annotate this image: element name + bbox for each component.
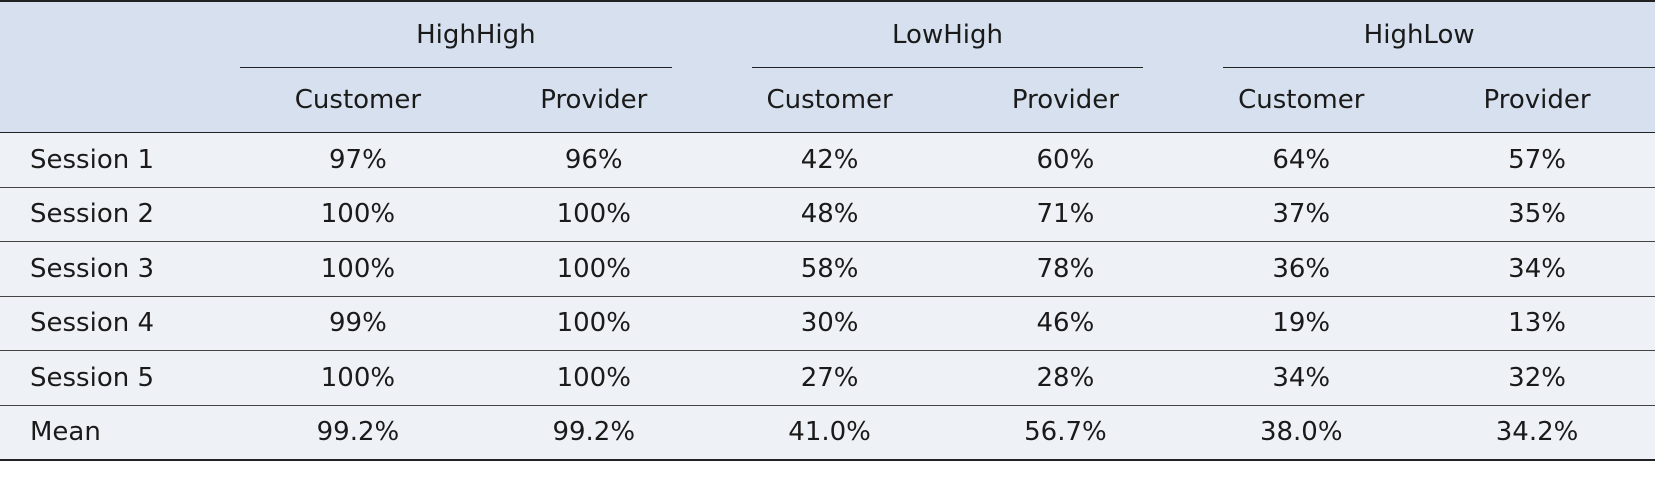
- subheader-row: Customer Provider Customer Provider Cust…: [0, 68, 1655, 133]
- table-cell: 48%: [800, 199, 859, 230]
- corner-cell-lower: [0, 68, 240, 133]
- table-cell: 99%: [329, 308, 387, 339]
- table-cell: 27%: [800, 362, 859, 393]
- table-cell: 78%: [1036, 253, 1095, 284]
- table-cell: 71%: [1036, 199, 1095, 230]
- table-cell: 57%: [1508, 144, 1566, 175]
- column-header: Provider: [1483, 85, 1591, 115]
- table-cell: 100%: [556, 199, 631, 230]
- table-cell: 100%: [556, 362, 631, 393]
- data-table-container: HighHigh LowHigh HighLow Customer Provid…: [0, 1, 1655, 460]
- group-header-lowhigh: LowHigh: [712, 1, 1184, 68]
- table-cell: 96%: [564, 144, 623, 175]
- table-row: Session 1 97% 96% 42% 60% 64% 57%: [0, 132, 1655, 187]
- table-cell: 99.2%: [552, 417, 636, 448]
- table-cell: 34%: [1508, 253, 1566, 284]
- table-row: Session 3 100% 100% 58% 78% 36% 34%: [0, 241, 1655, 296]
- group-underline: [240, 67, 672, 68]
- table-cell: 19%: [1272, 308, 1331, 339]
- table-cell: 34%: [1272, 362, 1331, 393]
- corner-cell: [0, 1, 240, 68]
- table-cell: 99.2%: [316, 417, 400, 448]
- table-cell: 60%: [1036, 144, 1095, 175]
- group-header-label: HighHigh: [416, 20, 536, 50]
- table-header: HighHigh LowHigh HighLow Customer Provid…: [0, 1, 1655, 133]
- group-header-highhigh: HighHigh: [240, 1, 712, 68]
- group-header-label: LowHigh: [892, 20, 1003, 50]
- table-cell: 38.0%: [1259, 417, 1343, 448]
- table-cell: 100%: [556, 253, 631, 284]
- table-cell: 46%: [1036, 308, 1095, 339]
- table-cell: 37%: [1272, 199, 1331, 230]
- table-cell: 36%: [1272, 253, 1331, 284]
- column-header: Customer: [766, 85, 893, 115]
- table-cell: 32%: [1508, 362, 1566, 393]
- group-header-highlow: HighLow: [1183, 1, 1655, 68]
- table-cell: 58%: [800, 253, 859, 284]
- row-label: Session 5: [30, 362, 155, 393]
- table-cell: 13%: [1508, 308, 1566, 339]
- column-header: Customer: [294, 85, 422, 115]
- table-row: Session 5 100% 100% 27% 28% 34% 32%: [0, 350, 1655, 405]
- table-cell: 34.2%: [1495, 417, 1579, 448]
- table-cell: 100%: [320, 253, 396, 284]
- group-underline: [751, 67, 1144, 68]
- group-underline: [1223, 67, 1655, 68]
- table-cell: 35%: [1508, 199, 1566, 230]
- table-row: Session 4 99% 100% 30% 46% 19% 13%: [0, 296, 1655, 351]
- table-cell: 100%: [320, 199, 396, 230]
- table-cell: 41.0%: [788, 417, 871, 448]
- row-label: Session 4: [30, 308, 155, 339]
- table-cell: 64%: [1272, 144, 1331, 175]
- row-label: Mean: [30, 417, 101, 448]
- column-header: Provider: [540, 85, 648, 115]
- row-label: Session 1: [30, 144, 155, 175]
- table-cell: 56.7%: [1024, 417, 1107, 448]
- table-cell: 100%: [320, 362, 396, 393]
- column-header: Customer: [1238, 85, 1365, 115]
- row-label: Session 2: [30, 199, 155, 230]
- column-header: Provider: [1011, 85, 1119, 115]
- table-cell: 28%: [1036, 362, 1095, 393]
- table-row-mean: Mean 99.2% 99.2% 41.0% 56.7% 38.0% 34.2%: [0, 405, 1655, 460]
- session-percentages-table: HighHigh LowHigh HighLow Customer Provid…: [0, 1, 1655, 460]
- table-row: Session 2 100% 100% 48% 71% 37% 35%: [0, 187, 1655, 242]
- table-cell: 42%: [800, 144, 859, 175]
- row-label: Session 3: [30, 253, 155, 284]
- group-header-label: HighLow: [1363, 20, 1475, 50]
- table-body: Session 1 97% 96% 42% 60% 64% 57% Sessio…: [0, 132, 1655, 460]
- table-cell: 30%: [800, 308, 859, 339]
- group-header-row: HighHigh LowHigh HighLow: [0, 1, 1655, 68]
- table-cell: 100%: [556, 308, 631, 339]
- table-cell: 97%: [329, 144, 387, 175]
